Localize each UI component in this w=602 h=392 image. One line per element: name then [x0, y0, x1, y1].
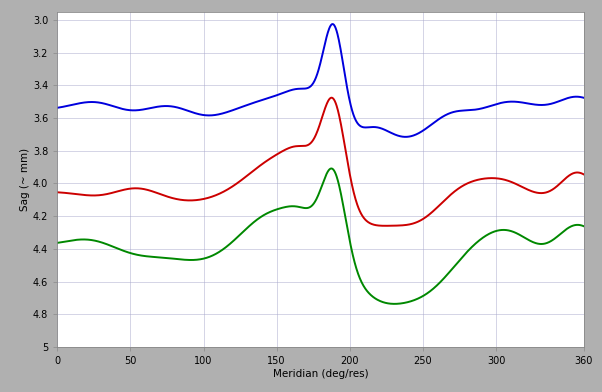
Y-axis label: Sag (~ mm): Sag (~ mm)	[20, 148, 30, 211]
X-axis label: Meridian (deg/res): Meridian (deg/res)	[273, 369, 368, 379]
